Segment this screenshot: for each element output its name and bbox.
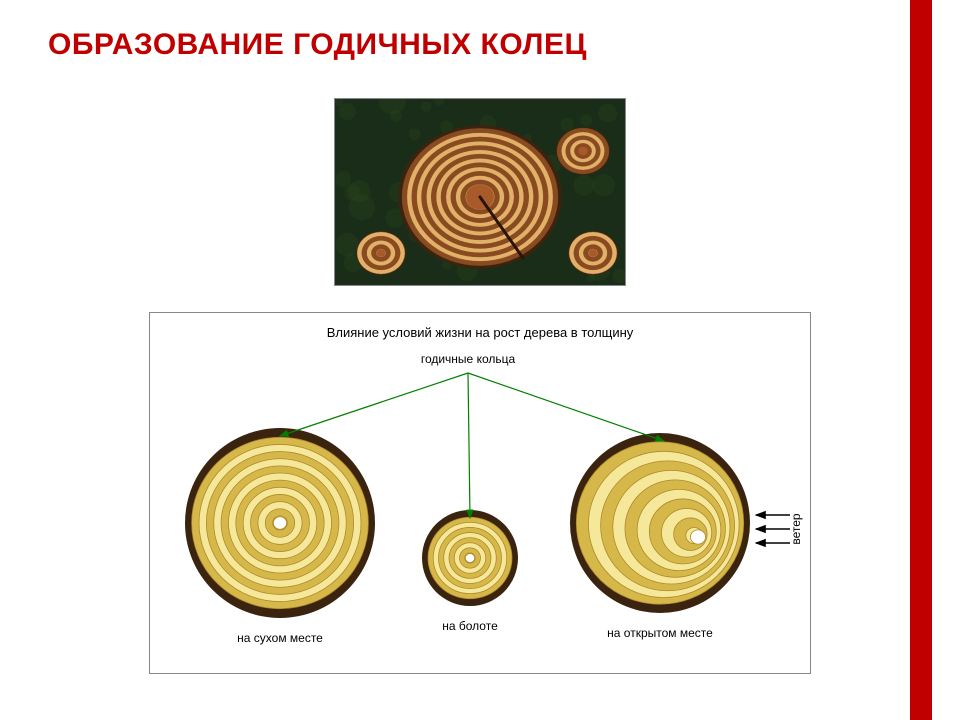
ring-growth-diagram: Влияние условий жизни на рост дерева в т… [149,312,811,674]
svg-text:Влияние условий жизни на рост: Влияние условий жизни на рост дерева в т… [327,325,634,340]
svg-text:на открытом месте: на открытом месте [607,626,713,640]
tree-rings-photo [334,98,626,286]
page-title: ОБРАЗОВАНИЕ ГОДИЧНЫХ КОЛЕЦ [48,28,587,62]
svg-text:годичные кольца: годичные кольца [421,352,516,366]
accent-bar [910,0,932,720]
svg-text:на сухом месте: на сухом месте [237,631,323,645]
svg-text:ветер: ветер [789,513,803,545]
svg-text:на болоте: на болоте [442,619,498,633]
